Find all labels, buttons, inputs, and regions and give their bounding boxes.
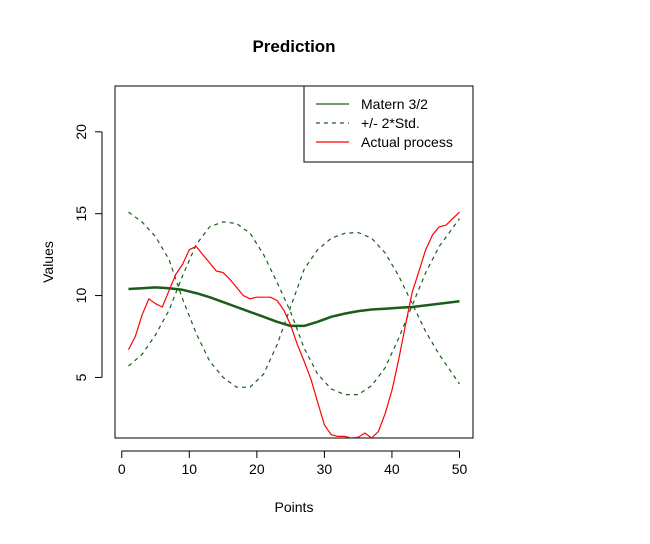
y-axis: 5 10 15 20 [73,124,103,381]
x-tick-label: 0 [118,461,126,477]
y-tick-label: 20 [73,124,89,140]
legend-box [303,85,474,163]
series-layer [127,211,460,438]
series-line-std-band-a [128,211,460,388]
x-tick-label: 30 [317,461,333,477]
legend-item-actual-process-label: Actual process [361,134,453,150]
x-tick-label: 10 [182,461,198,477]
series-line-std-band-b [128,218,460,396]
legend: Matern 3/2 +/- 2*Std. Actual process [303,85,474,163]
x-axis: 0 10 20 30 40 50 [118,450,468,477]
legend-item-matern-label: Matern 3/2 [361,96,428,112]
y-tick-label: 15 [73,206,89,222]
x-axis-label: Points [275,499,314,515]
y-tick-label: 10 [73,288,89,304]
series-line-actual-process [127,211,460,438]
x-tick-label: 50 [452,461,468,477]
plot-frame [114,85,474,439]
x-tick-label: 20 [249,461,265,477]
y-axis-label: Values [40,241,56,283]
x-tick-label: 40 [384,461,400,477]
chart-title: Prediction [252,37,335,56]
y-tick-label: 5 [73,373,89,381]
legend-item-std-label: +/- 2*Std. [361,115,420,131]
